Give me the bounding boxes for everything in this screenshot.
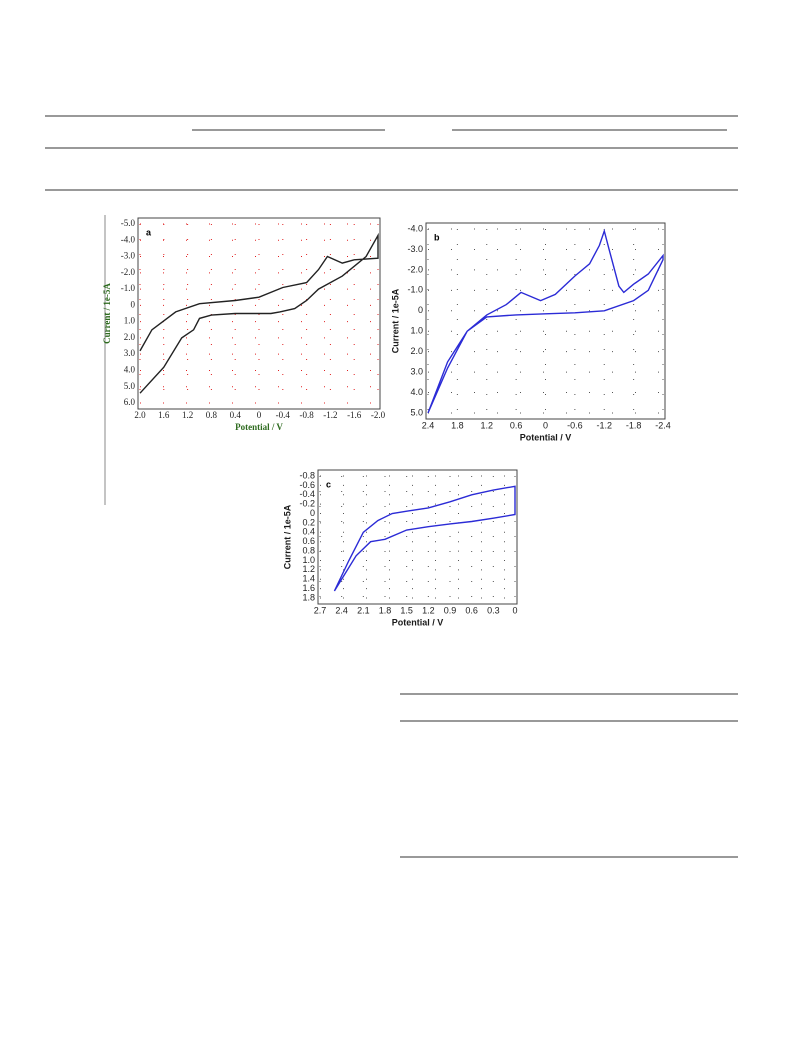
- x-tick-label: 1.2: [422, 605, 435, 615]
- x-tick-label: -1.8: [626, 420, 642, 430]
- y-tick-label: 0: [131, 299, 136, 309]
- table-rules: [45, 115, 738, 858]
- chart: -0.8-0.6-0.4-0.200.20.40.60.81.01.21.41.…: [282, 469, 518, 627]
- y-tick-label: 5.0: [124, 381, 136, 391]
- y-axis-label: Current / 1e-5A: [390, 288, 400, 353]
- y-tick-label: -3.0: [407, 244, 423, 254]
- x-tick-label: 0: [512, 605, 517, 615]
- x-tick-label: 0: [543, 420, 548, 430]
- y-tick-label: -0.6: [299, 480, 315, 490]
- x-tick-label: -0.8: [299, 410, 314, 420]
- x-tick-label: 2.1: [357, 605, 370, 615]
- x-tick-label: 0.4: [230, 410, 242, 420]
- x-tick-label: -1.2: [323, 410, 337, 420]
- y-tick-label: 0: [310, 508, 315, 518]
- x-tick-label: 1.5: [400, 605, 413, 615]
- x-axis-label: Potential / V: [520, 432, 572, 442]
- y-tick-label: 0.8: [302, 545, 315, 555]
- x-tick-label: 0.8: [206, 410, 218, 420]
- y-tick-label: -1.0: [407, 285, 423, 295]
- x-tick-label: 2.7: [314, 605, 327, 615]
- y-tick-label: -0.8: [299, 470, 315, 480]
- x-tick-label: 1.6: [158, 410, 170, 420]
- x-tick-label: 1.8: [379, 605, 392, 615]
- y-tick-label: -0.2: [299, 499, 315, 509]
- y-tick-label: 5.0: [410, 407, 423, 417]
- plot-frame: [425, 222, 666, 420]
- x-tick-label: 1.8: [451, 420, 464, 430]
- y-tick-label: 1.0: [124, 316, 136, 326]
- cv-curve: [427, 228, 664, 414]
- x-tick-label: -0.6: [567, 420, 583, 430]
- panel-label: a: [146, 227, 152, 237]
- x-axis-label: Potential / V: [235, 422, 283, 432]
- y-tick-label: 3.0: [410, 366, 423, 376]
- y-tick-label: -0.4: [299, 489, 315, 499]
- x-tick-label: -2.0: [371, 410, 386, 420]
- plot-frame: [317, 469, 518, 605]
- y-tick-label: -4.0: [407, 223, 423, 233]
- y-axis-label: Current / 1e-5A: [102, 283, 112, 344]
- y-tick-label: -5.0: [121, 218, 136, 228]
- y-tick-label: -2.0: [407, 264, 423, 274]
- y-tick-label: 2.0: [124, 332, 136, 342]
- y-tick-label: 1.0: [302, 555, 315, 565]
- y-tick-label: 2.0: [410, 346, 423, 356]
- x-tick-label: 0.3: [487, 605, 500, 615]
- y-tick-label: 4.0: [410, 387, 423, 397]
- y-tick-label: 0.4: [302, 527, 315, 537]
- x-tick-label: 2.4: [335, 605, 348, 615]
- y-tick-label: 6.0: [124, 397, 136, 407]
- chart: -5.0 -4.0 -3.0 -2.0 -1.0 0 1.0 2.0 3.0 4.0 5.0 6.0 2…: [102, 217, 386, 432]
- cv-curve: [333, 485, 516, 592]
- x-tick-label: 0.6: [510, 420, 523, 430]
- x-tick-label: 0: [257, 410, 262, 420]
- x-tick-label: 0.9: [444, 605, 457, 615]
- x-tick-label: 2.4: [422, 420, 435, 430]
- y-tick-label: 4.0: [124, 365, 136, 375]
- x-tick-label: 1.2: [480, 420, 493, 430]
- y-tick-label: 1.4: [302, 574, 315, 584]
- y-tick-label: 3.0: [124, 348, 136, 358]
- panel-label: b: [434, 232, 440, 242]
- y-tick-label: 0.6: [302, 536, 315, 546]
- y-tick-label: -4.0: [121, 234, 136, 244]
- x-tick-label: -0.4: [276, 410, 291, 420]
- y-tick-label: 1.8: [302, 592, 315, 602]
- x-tick-label: -1.2: [596, 420, 612, 430]
- plot-frame: [137, 217, 381, 410]
- y-tick-label: -3.0: [121, 251, 136, 261]
- x-tick-label: -2.4: [655, 420, 671, 430]
- x-axis-label: Potential / V: [392, 617, 444, 627]
- x-tick-label: -1.6: [347, 410, 362, 420]
- y-tick-label: 0.2: [302, 517, 315, 527]
- x-tick-label: 0.6: [465, 605, 478, 615]
- y-tick-label: 1.6: [302, 583, 315, 593]
- y-tick-label: 1.0: [410, 326, 423, 336]
- y-tick-label: -2.0: [121, 267, 136, 277]
- cv-curve: [139, 232, 379, 394]
- x-tick-label: 2.0: [134, 410, 146, 420]
- x-tick-label: 1.2: [182, 410, 193, 420]
- y-tick-label: -1.0: [121, 283, 136, 293]
- panel-label: c: [326, 479, 331, 489]
- y-tick-label: 0: [418, 305, 423, 315]
- y-axis-label: Current / 1e-5A: [282, 504, 292, 569]
- chart: -4.0 -3.0 -2.0 -1.0 0 1.0 2.0 3.0 4.0 5.0 2.4 1.8 1.…: [390, 222, 671, 442]
- y-tick-label: 1.2: [302, 564, 315, 574]
